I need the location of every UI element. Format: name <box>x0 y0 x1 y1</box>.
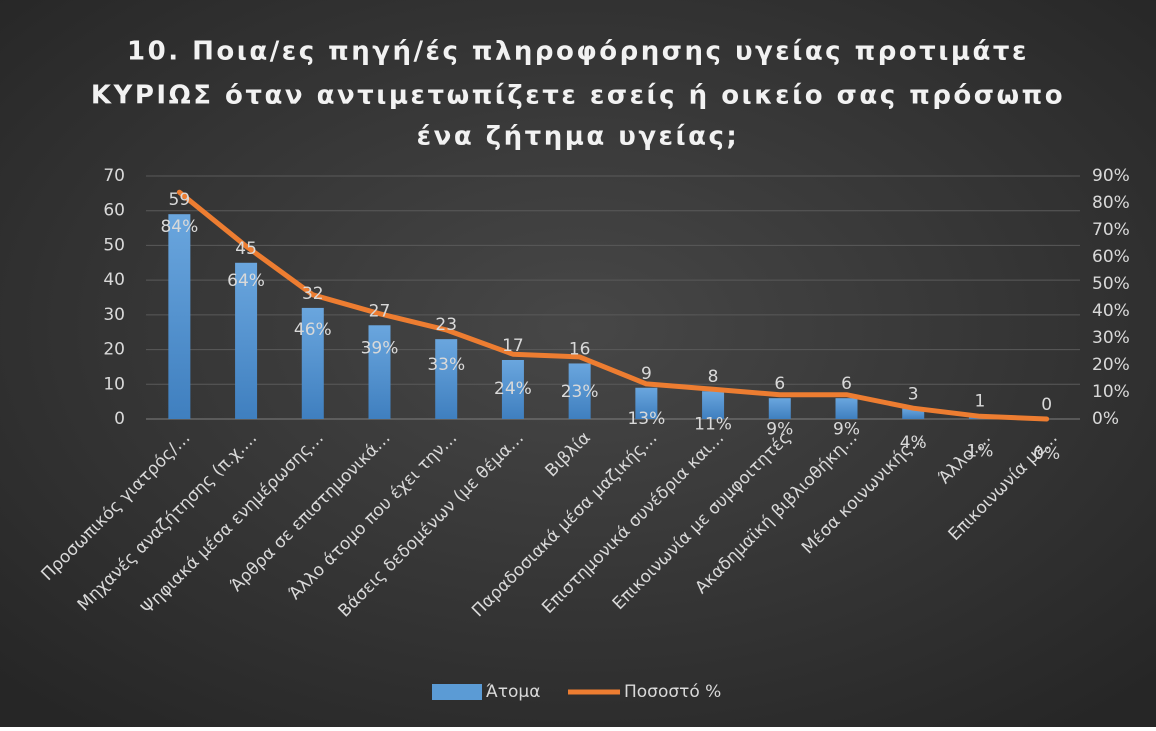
y-tick-label: 20 <box>103 340 125 360</box>
bar-value-label: 9 <box>641 364 652 384</box>
bar <box>768 398 791 419</box>
y-tick-label: 70 <box>103 166 125 186</box>
y2-tick-label: 70% <box>1092 220 1130 240</box>
y-tick-label: 60 <box>103 201 125 221</box>
bar <box>635 387 658 419</box>
line <box>176 189 1050 422</box>
line-value-label: 11% <box>694 414 732 434</box>
bar <box>702 391 725 419</box>
y2-tick-label: 50% <box>1092 274 1130 294</box>
bar-value-label: 8 <box>708 367 719 387</box>
bar <box>301 307 324 419</box>
y-tick-label: 50 <box>103 235 125 255</box>
bar <box>568 363 591 419</box>
bar-value-label: 1 <box>975 392 986 412</box>
bar-value-label: 0 <box>1041 395 1052 415</box>
legend-label: Ποσοστό % <box>624 682 721 702</box>
legend-label: Άτομα <box>486 682 540 702</box>
bar-value-label: 3 <box>908 385 919 405</box>
chart-title: ένα ζήτημα υγείας; <box>417 122 740 152</box>
y-tick-label: 10 <box>103 374 125 394</box>
line-value-label: 39% <box>361 339 399 359</box>
y2-tick-label: 20% <box>1092 355 1130 375</box>
y2-tick-label: 30% <box>1092 328 1130 348</box>
line-value-label: 13% <box>627 409 665 429</box>
bar <box>368 325 391 419</box>
line-value-label: 9% <box>833 420 860 440</box>
line-value-label: 64% <box>227 271 265 291</box>
line-value-label: 23% <box>561 382 599 402</box>
bar-value-label: 6 <box>841 374 852 394</box>
line-value-label: 4% <box>900 433 927 453</box>
line-value-label: 24% <box>494 379 532 399</box>
bar-value-label: 6 <box>774 374 785 394</box>
line-value-label: 1% <box>966 441 993 461</box>
chart-title: ΚΥΡΙΩΣ όταν αντιμετωπίζετε εσείς ή οικεί… <box>91 81 1065 111</box>
y2-tick-label: 90% <box>1092 166 1130 186</box>
y2-tick-label: 40% <box>1092 301 1130 321</box>
line-value-label: 9% <box>766 420 793 440</box>
y-tick-label: 0 <box>114 409 125 429</box>
bar-value-label: 45 <box>235 239 257 259</box>
bar-value-label: 59 <box>169 190 191 210</box>
line-value-label: 46% <box>294 320 332 340</box>
bar <box>435 339 458 419</box>
chart-title: 10. Ποια/ες πηγή/ές πληροφόρησης υγείας … <box>127 37 1029 67</box>
bar-value-label: 16 <box>569 339 591 359</box>
bar-value-label: 32 <box>302 284 324 304</box>
bar-value-label: 23 <box>435 315 457 335</box>
y2-tick-label: 10% <box>1092 382 1130 402</box>
y-tick-label: 30 <box>103 305 125 325</box>
line-value-label: 33% <box>427 355 465 375</box>
line-value-label: 0% <box>1033 444 1060 464</box>
bar <box>902 408 925 419</box>
bar <box>235 262 258 419</box>
bar <box>501 359 524 419</box>
bar-value-label: 17 <box>502 336 524 356</box>
y-tick-label: 40 <box>103 270 125 290</box>
legend-swatch <box>432 684 482 700</box>
bar <box>168 214 191 419</box>
bar <box>835 398 858 419</box>
bar-value-label: 27 <box>369 301 391 321</box>
y2-tick-label: 0% <box>1092 409 1119 429</box>
y2-tick-label: 60% <box>1092 247 1130 267</box>
y2-tick-label: 80% <box>1092 193 1130 213</box>
line-value-label: 84% <box>160 217 198 237</box>
